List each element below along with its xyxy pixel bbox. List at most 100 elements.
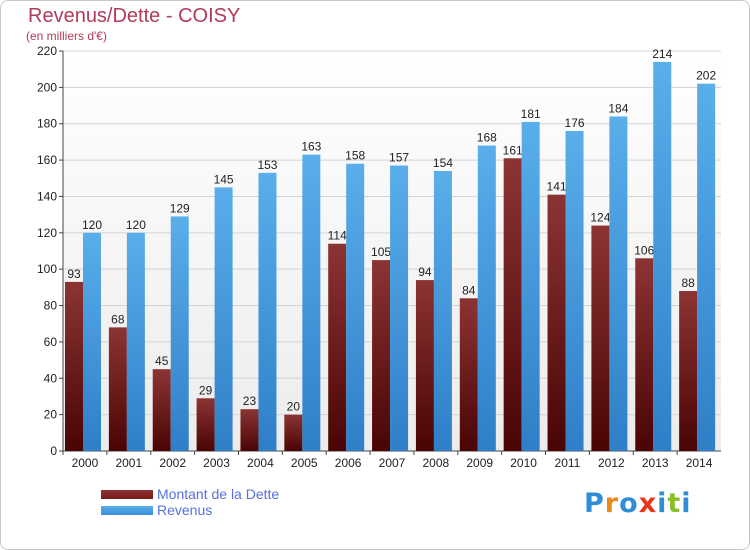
value-label-dette: 94 (418, 265, 432, 279)
bar-revenus (346, 163, 365, 451)
bar-dette (547, 194, 566, 452)
logo-letter: x (638, 488, 658, 519)
x-tick-label: 2007 (379, 456, 406, 470)
bar-dette (635, 258, 654, 451)
chart-subtitle: (en milliers d'€) (26, 29, 107, 43)
bar-revenus (126, 232, 145, 451)
logo-letter: t (667, 488, 682, 519)
value-label-revenus: 154 (433, 156, 453, 170)
bar-dette (196, 398, 215, 451)
value-label-revenus: 163 (301, 140, 321, 154)
value-label-revenus: 202 (696, 69, 716, 83)
bar-revenus (521, 121, 540, 451)
value-label-dette: 106 (634, 243, 654, 257)
bar-dette (108, 327, 127, 451)
y-tick-label: 40 (44, 371, 58, 385)
y-tick-label: 220 (37, 44, 57, 58)
x-tick-label: 2011 (555, 456, 581, 470)
bar-revenus (609, 116, 628, 452)
x-tick-label: 2008 (423, 456, 450, 470)
bar-revenus (565, 131, 584, 451)
x-tick-label: 2005 (291, 456, 318, 470)
logo-letter: P (584, 488, 605, 519)
bar-dette (591, 225, 610, 451)
y-tick-label: 120 (37, 226, 57, 240)
value-label-dette: 88 (681, 276, 695, 290)
value-label-dette: 114 (328, 229, 347, 243)
x-tick-label: 2004 (247, 456, 274, 470)
chart-title: Revenus/Dette - COISY (28, 5, 241, 27)
value-label-revenus: 214 (652, 47, 672, 61)
value-label-revenus: 176 (565, 116, 585, 130)
bar-revenus (433, 171, 452, 451)
bar-dette (679, 291, 698, 451)
x-tick-label: 2012 (598, 456, 625, 470)
value-label-dette: 124 (590, 211, 610, 225)
value-label-revenus: 129 (170, 201, 190, 215)
logo-letter: i (657, 488, 668, 519)
bar-revenus (653, 61, 672, 452)
bar-dette (503, 158, 522, 452)
x-tick-label: 2013 (642, 456, 669, 470)
value-label-dette: 20 (287, 400, 301, 414)
y-tick-label: 180 (37, 117, 57, 131)
x-tick-label: 2003 (203, 456, 230, 470)
x-tick-label: 2009 (466, 456, 493, 470)
x-tick-label: 2000 (72, 456, 99, 470)
y-tick-label: 20 (44, 408, 58, 422)
bar-dette (372, 260, 391, 451)
y-tick-label: 140 (37, 189, 57, 203)
value-label-dette: 45 (155, 354, 169, 368)
y-tick-label: 160 (37, 153, 57, 167)
x-tick-label: 2006 (335, 456, 362, 470)
value-label-dette: 68 (111, 312, 125, 326)
value-label-dette: 84 (462, 283, 476, 297)
legend-label-dette: Montant de la Dette (157, 486, 280, 502)
legend-label-revenus: Revenus (157, 502, 213, 518)
bar-revenus (390, 165, 409, 451)
value-label-revenus: 120 (126, 218, 146, 232)
y-tick-label: 200 (37, 80, 57, 94)
bar-dette (240, 409, 259, 451)
bar-dette (459, 298, 478, 451)
bar-revenus (477, 145, 496, 451)
value-label-dette: 141 (547, 180, 567, 194)
y-tick-label: 0 (50, 444, 57, 458)
value-label-revenus: 157 (389, 151, 409, 165)
bar-revenus (302, 154, 321, 452)
value-label-dette: 23 (243, 394, 257, 408)
bar-dette (284, 414, 303, 451)
value-label-dette: 105 (371, 245, 391, 259)
y-tick-label: 60 (44, 335, 58, 349)
y-tick-label: 80 (44, 299, 58, 313)
legend-swatch-dette (101, 490, 153, 499)
bar-dette (328, 243, 347, 451)
bar-revenus (258, 172, 277, 451)
bar-revenus (170, 216, 189, 451)
value-label-revenus: 168 (477, 131, 497, 145)
legend-swatch-revenus (101, 506, 153, 515)
logo-letter: o (619, 488, 639, 519)
x-tick-label: 2010 (510, 456, 537, 470)
bar-revenus (697, 83, 716, 452)
value-label-revenus: 153 (257, 158, 277, 172)
logo-letter: r (604, 488, 620, 519)
proxiti-logo: Proxiti (584, 488, 692, 519)
bar-revenus (83, 232, 101, 451)
bar-dette (65, 281, 83, 451)
logo-letter: i (681, 488, 692, 519)
bar-dette (415, 280, 434, 451)
value-label-dette: 161 (503, 143, 523, 157)
value-label-revenus: 145 (214, 172, 234, 186)
x-tick-label: 2002 (159, 456, 186, 470)
value-label-revenus: 158 (345, 149, 365, 163)
x-tick-label: 2001 (115, 456, 142, 470)
value-label-revenus: 184 (608, 101, 628, 115)
value-label-revenus: 181 (521, 107, 541, 121)
x-tick-label: 2014 (686, 456, 713, 470)
bar-dette (152, 369, 171, 451)
bar-revenus (214, 187, 233, 451)
value-label-revenus: 120 (82, 218, 102, 232)
